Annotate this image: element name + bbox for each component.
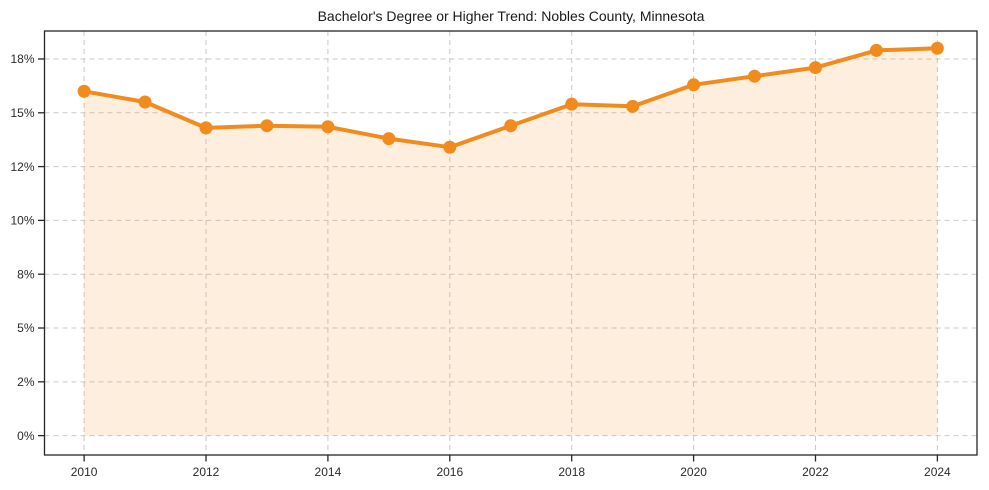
x-tick-label: 2020 [680, 465, 707, 479]
x-tick-label: 2014 [315, 465, 342, 479]
x-tick-label: 2018 [558, 465, 585, 479]
data-point-2017 [504, 119, 518, 133]
y-tick-label: 18% [10, 52, 34, 66]
data-point-2014 [321, 120, 335, 134]
x-tick-label: 2010 [71, 465, 98, 479]
data-point-2020 [687, 78, 701, 92]
data-point-2012 [199, 121, 213, 135]
axes-box [43, 30, 978, 456]
y-tick-label: 15% [10, 106, 34, 120]
chart-title: Bachelor's Degree or Higher Trend: Noble… [318, 8, 705, 24]
x-tick-label: 2022 [802, 465, 829, 479]
x-tick-label: 2016 [436, 465, 463, 479]
data-point-2010 [77, 84, 91, 98]
data-point-2022 [808, 61, 822, 75]
area-fill [84, 48, 938, 436]
y-tick-label: 10% [10, 214, 34, 228]
data-point-2018 [565, 97, 579, 111]
data-point-2024 [930, 41, 944, 55]
data-point-2011 [138, 95, 152, 109]
y-tick-label: 0% [17, 429, 35, 443]
y-tick-label: 8% [17, 267, 35, 281]
data-point-2013 [260, 119, 274, 133]
y-tick-label: 12% [10, 160, 34, 174]
data-point-2016 [443, 140, 457, 154]
data-point-2021 [748, 69, 762, 83]
data-point-2015 [382, 132, 396, 146]
y-tick-label: 5% [17, 321, 35, 335]
y-tick-label: 2% [17, 375, 35, 389]
x-tick-label: 2024 [924, 465, 951, 479]
data-point-2019 [626, 99, 640, 113]
plot-area: 0% 2% 5% 8% 10% 12% 15% 18% 2010 2012 2014 2016 2018… [10, 30, 978, 479]
x-tick-label: 2012 [193, 465, 220, 479]
data-point-2023 [869, 43, 883, 57]
